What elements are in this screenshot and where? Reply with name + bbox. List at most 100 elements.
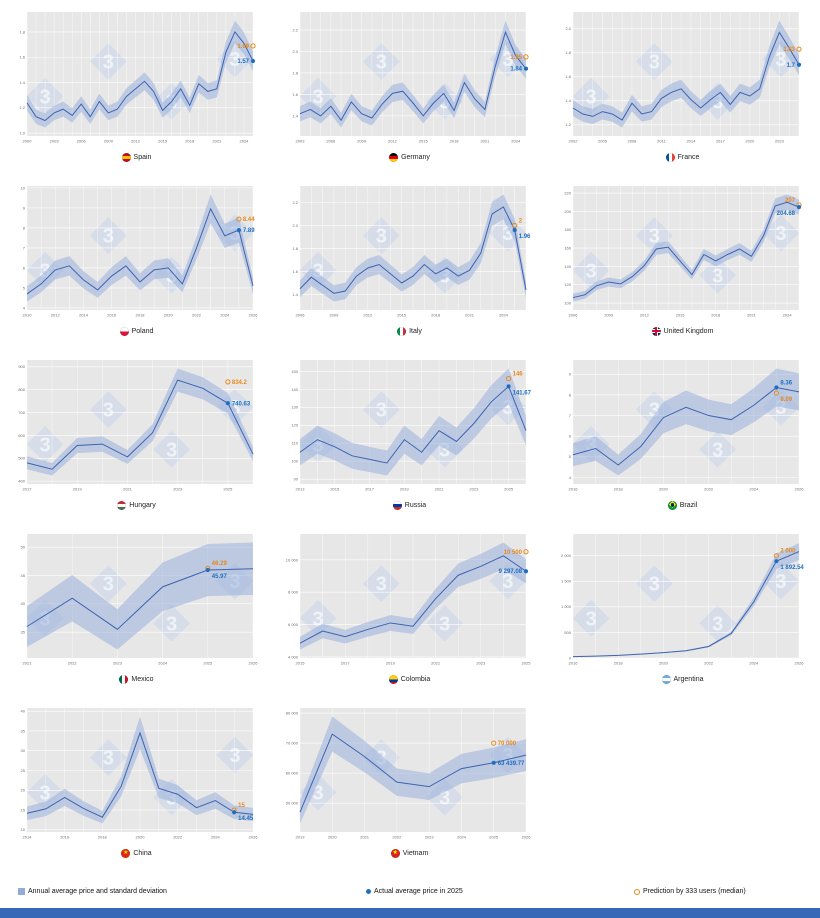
prediction-value-label: 1.95 <box>510 55 522 61</box>
svg-text:2022: 2022 <box>67 661 77 666</box>
svg-text:3: 3 <box>439 787 450 809</box>
actual-marker <box>796 205 801 210</box>
svg-text:2016: 2016 <box>107 313 117 318</box>
svg-text:2023: 2023 <box>424 835 434 840</box>
svg-text:160: 160 <box>564 245 571 250</box>
flag-vietnam-icon: ★ <box>390 848 400 858</box>
svg-text:2015: 2015 <box>295 661 305 666</box>
country-label-germany: Germany <box>389 151 430 163</box>
svg-text:2009: 2009 <box>604 313 614 318</box>
svg-text:10: 10 <box>20 185 25 190</box>
flag-germany-icon <box>389 152 399 162</box>
svg-text:2013: 2013 <box>295 487 305 492</box>
chart-poland: 3333456789102010201220142016201820202022… <box>20 185 258 318</box>
std-band <box>26 716 253 824</box>
svg-text:2022: 2022 <box>192 313 202 318</box>
actual-marker <box>205 567 210 573</box>
y-axis-ticks: 1.0 1.2 1.4 1.6 1.8 <box>19 29 25 135</box>
svg-text:3: 3 <box>102 400 113 422</box>
actual-marker <box>506 384 511 389</box>
plot-area <box>299 360 526 484</box>
actual-marker <box>225 401 230 406</box>
flag-france-icon <box>665 152 675 162</box>
svg-text:3: 3 <box>775 397 786 419</box>
svg-text:1.6: 1.6 <box>19 55 25 60</box>
svg-text:100: 100 <box>564 300 571 305</box>
svg-text:2012: 2012 <box>363 313 373 318</box>
price-line <box>572 201 799 299</box>
svg-text:2015: 2015 <box>418 139 428 144</box>
svg-text:9: 9 <box>568 372 571 377</box>
chart-cell-italy: 33331.41.61.82.02.2200620092012201520182… <box>273 178 546 352</box>
country-label-united-kingdom: United Kingdom <box>651 325 713 337</box>
svg-text:1 000: 1 000 <box>560 604 571 609</box>
svg-text:2012: 2012 <box>388 139 398 144</box>
flag-china-icon: ★ <box>121 848 131 858</box>
svg-text:2024: 2024 <box>749 487 759 492</box>
svg-text:8: 8 <box>22 225 25 230</box>
svg-text:3: 3 <box>375 574 386 596</box>
y-axis-ticks: 35 40 45 50 <box>20 545 25 635</box>
country-name: Hungary <box>129 501 156 509</box>
prediction-value-label: 834.2 <box>231 380 247 386</box>
svg-text:2023: 2023 <box>469 487 479 492</box>
svg-text:1.4: 1.4 <box>19 80 25 85</box>
svg-text:3: 3 <box>39 434 50 456</box>
chart-mexico: 33333540455020212022202320242025202646.2… <box>20 534 258 666</box>
svg-text:2024: 2024 <box>220 313 230 318</box>
actual-value-label: 740.63 <box>231 401 250 407</box>
svg-text:2023: 2023 <box>774 139 784 144</box>
svg-text:2015: 2015 <box>158 139 168 144</box>
svg-text:2024: 2024 <box>239 139 249 144</box>
actual-value-label: 45.97 <box>211 574 227 580</box>
std-band <box>572 368 799 476</box>
prediction-marker <box>505 375 511 382</box>
svg-text:900: 900 <box>18 364 25 369</box>
svg-text:3: 3 <box>585 608 596 630</box>
svg-text:4: 4 <box>22 305 25 310</box>
country-label-spain: Spain <box>121 151 151 163</box>
x-axis-ticks: 2000 2003 2006 2009 2012 2015 2018 2021 2024 <box>22 139 249 144</box>
svg-text:1.6: 1.6 <box>565 74 571 79</box>
flag-spain-icon <box>121 152 131 162</box>
prediction-marker <box>522 549 529 555</box>
country-label-france: France <box>665 151 699 163</box>
svg-text:2024: 2024 <box>456 835 466 840</box>
svg-text:3: 3 <box>775 223 786 245</box>
svg-text:2015: 2015 <box>330 487 340 492</box>
flag-argentina-icon <box>661 674 671 684</box>
svg-text:3: 3 <box>502 571 513 593</box>
svg-text:2018: 2018 <box>711 313 721 318</box>
prediction-marker <box>522 54 529 60</box>
flag-poland-icon <box>119 326 129 336</box>
svg-text:10: 10 <box>20 827 25 832</box>
y-axis-ticks: 1.2 1.4 1.6 1.8 2.0 <box>565 26 571 127</box>
svg-text:2025: 2025 <box>489 835 499 840</box>
actual-value-label: 204.68 <box>776 211 795 217</box>
svg-text:0: 0 <box>568 655 571 660</box>
svg-text:3: 3 <box>166 613 177 635</box>
actual-marker <box>796 62 801 67</box>
svg-text:3: 3 <box>585 86 596 108</box>
svg-text:3: 3 <box>502 223 513 245</box>
svg-text:3: 3 <box>312 608 323 630</box>
svg-text:400: 400 <box>18 479 25 484</box>
svg-text:60 000: 60 000 <box>285 771 298 776</box>
prediction-marker <box>490 740 496 746</box>
std-band <box>26 542 253 650</box>
flag-hungary-icon <box>117 500 127 510</box>
svg-text:1 500: 1 500 <box>560 579 571 584</box>
svg-text:3: 3 <box>775 49 786 71</box>
x-axis-ticks: 2002 2005 2008 2011 2014 2017 2020 2023 <box>568 139 784 144</box>
svg-text:140: 140 <box>291 387 298 392</box>
x-axis-ticks: 2014 2016 2018 2020 2022 2024 2026 <box>22 835 258 840</box>
svg-text:3: 3 <box>102 748 113 770</box>
actual-value-label: 1 892.54 <box>780 565 804 571</box>
svg-text:40: 40 <box>20 601 25 606</box>
y-axis-ticks: 50 000 60 000 70 000 80 000 <box>285 710 298 805</box>
svg-text:4: 4 <box>568 475 571 480</box>
prediction-value-label: 15 <box>238 803 245 809</box>
std-band <box>572 543 799 657</box>
prediction-value-label: 207 <box>784 198 795 204</box>
